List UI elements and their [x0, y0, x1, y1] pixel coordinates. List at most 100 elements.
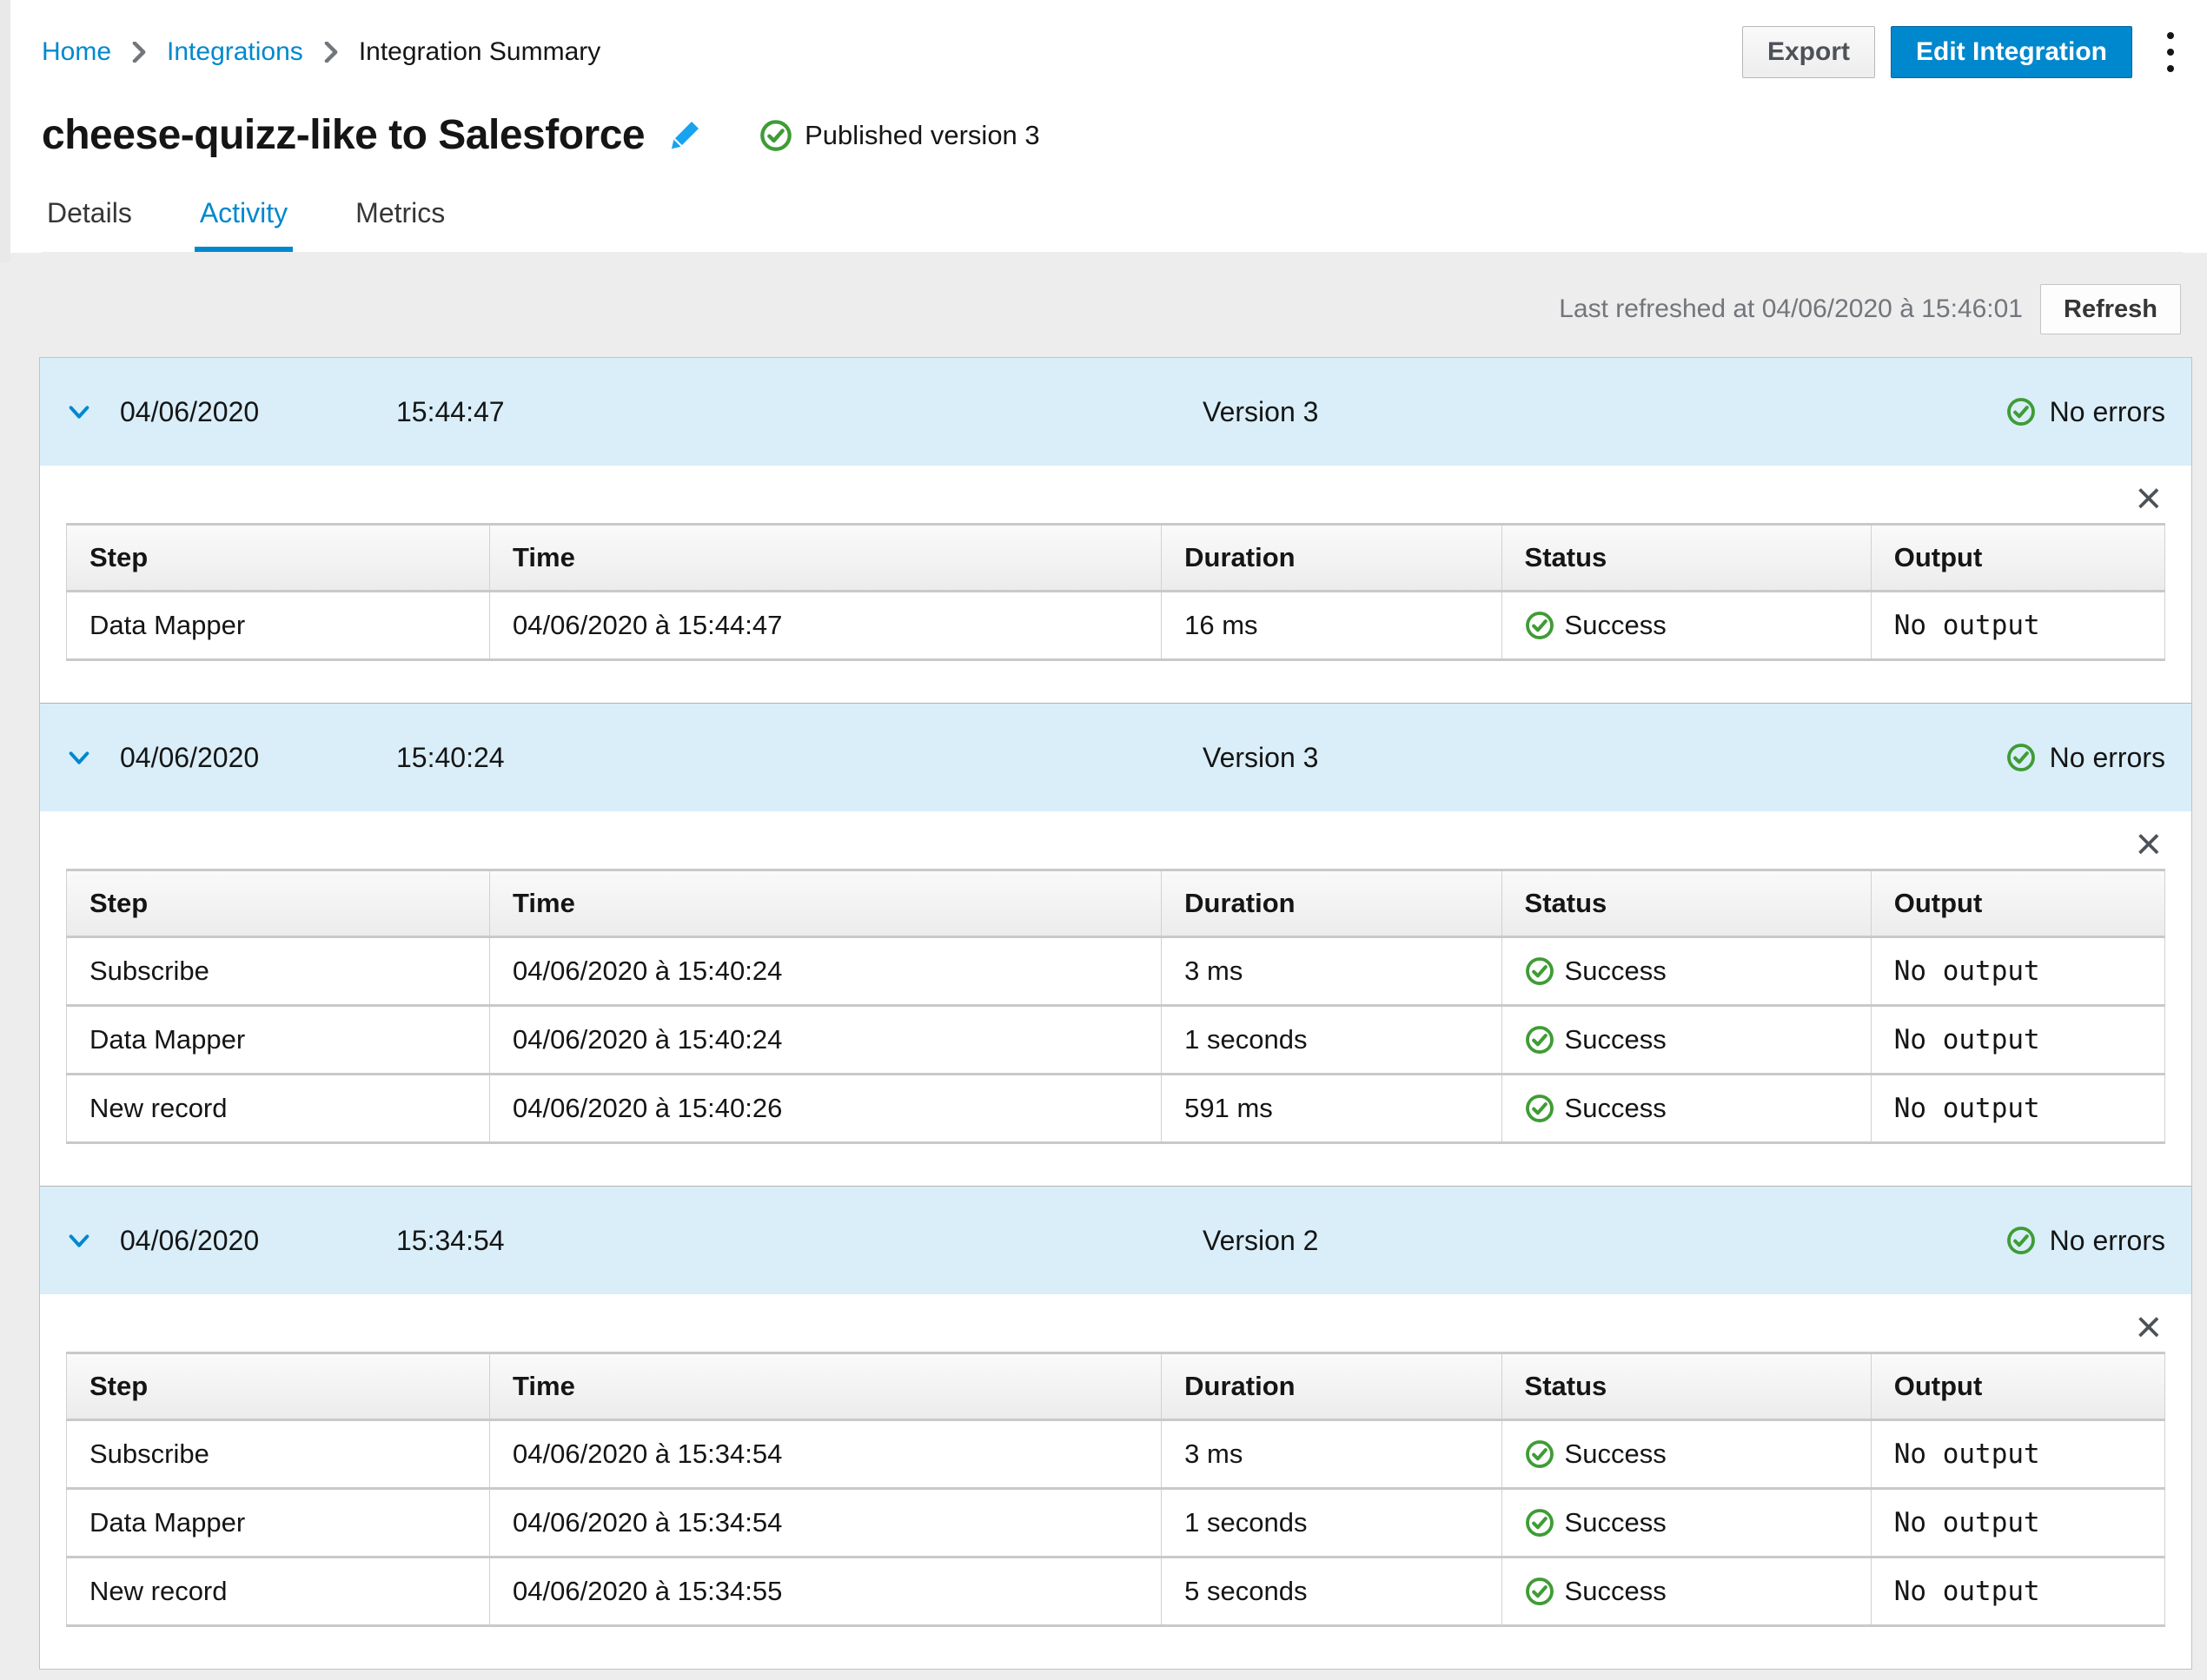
- table-row: Subscribe 04/06/2020 à 15:34:54 3 ms Suc…: [66, 1421, 2165, 1487]
- duration-cell: 1 seconds: [1162, 1007, 1502, 1073]
- status-label: Success: [1564, 1507, 1667, 1538]
- time-cell: 04/06/2020 à 15:34:55: [490, 1558, 1163, 1624]
- step-cell: Data Mapper: [66, 592, 491, 658]
- col-output: Output: [1871, 871, 2165, 936]
- output-cell: No output: [1871, 1421, 2165, 1487]
- table-row: New record 04/06/2020 à 15:40:26 591 ms …: [66, 1075, 2165, 1141]
- success-circle-icon: [1525, 612, 1554, 639]
- errors-status: No errors: [2006, 1225, 2165, 1257]
- success-circle-icon: [1525, 1509, 1554, 1537]
- col-step: Step: [66, 1354, 491, 1419]
- col-time: Time: [490, 871, 1163, 936]
- col-time: Time: [490, 1354, 1163, 1419]
- breadcrumb-home-link[interactable]: Home: [42, 37, 112, 66]
- window-edge: [0, 0, 10, 262]
- activity-group-header[interactable]: 04/06/2020 15:40:24 Version 3 No errors: [40, 704, 2191, 811]
- chevron-down-icon[interactable]: [66, 744, 104, 771]
- errors-label: No errors: [2049, 1224, 2165, 1256]
- col-duration: Duration: [1162, 1354, 1502, 1419]
- tab-details[interactable]: Details: [47, 197, 132, 228]
- close-icon[interactable]: ×: [2135, 473, 2162, 524]
- duration-cell: 591 ms: [1162, 1075, 1502, 1141]
- col-status: Status: [1501, 1354, 1872, 1419]
- time-cell: 04/06/2020 à 15:40:26: [490, 1075, 1163, 1141]
- activity-version: Version 3: [1203, 741, 1319, 773]
- activity-group-header[interactable]: 04/06/2020 15:34:54 Version 2 No errors: [40, 1187, 2191, 1294]
- step-cell: New record: [66, 1075, 491, 1141]
- activity-date: 04/06/2020: [120, 395, 260, 427]
- time-cell: 04/06/2020 à 15:34:54: [490, 1421, 1163, 1487]
- published-status: Published version 3: [759, 119, 1040, 152]
- breadcrumb: Home Integrations Integration Summary: [42, 37, 600, 67]
- breadcrumb-current: Integration Summary: [358, 37, 601, 66]
- success-circle-icon: [1525, 1026, 1554, 1054]
- steps-table: Step Time Duration Status Output Subscri…: [66, 869, 2165, 1144]
- activity-content: Last refreshed at 04/06/2020 à 15:46:01 …: [0, 253, 2207, 1680]
- errors-status: No errors: [2006, 742, 2165, 774]
- breadcrumb-integrations-link[interactable]: Integrations: [167, 37, 303, 66]
- tab-activity[interactable]: Activity: [194, 197, 294, 252]
- close-icon[interactable]: ×: [2135, 819, 2162, 870]
- export-button[interactable]: Export: [1741, 26, 1875, 78]
- col-status: Status: [1501, 871, 1872, 936]
- table-row: Data Mapper 04/06/2020 à 15:34:54 1 seco…: [66, 1490, 2165, 1556]
- status-cell: Success: [1501, 1558, 1872, 1624]
- status-label: Success: [1564, 1024, 1667, 1055]
- table-header-row: Step Time Duration Status Output: [66, 1354, 2165, 1419]
- status-cell: Success: [1501, 1007, 1872, 1073]
- chevron-right-icon: [322, 42, 340, 63]
- activity-version: Version 3: [1203, 395, 1319, 427]
- tab-metrics[interactable]: Metrics: [355, 197, 446, 228]
- output-cell: No output: [1871, 1075, 2165, 1141]
- refresh-button[interactable]: Refresh: [2040, 284, 2181, 334]
- activity-detail-panel: × Step Time Duration Status Output Data …: [40, 466, 2191, 703]
- success-circle-icon: [1525, 1577, 1554, 1605]
- duration-cell: 3 ms: [1162, 938, 1502, 1004]
- activity-date: 04/06/2020: [120, 741, 260, 773]
- activity-section: 04/06/2020 15:40:24 Version 3 No errors …: [40, 703, 2191, 1186]
- time-cell: 04/06/2020 à 15:40:24: [490, 938, 1163, 1004]
- table-header-row: Step Time Duration Status Output: [66, 871, 2165, 936]
- status-cell: Success: [1501, 1490, 1872, 1556]
- output-cell: No output: [1871, 592, 2165, 658]
- col-status: Status: [1501, 526, 1872, 590]
- success-circle-icon: [2006, 1227, 2035, 1254]
- success-circle-icon: [2006, 744, 2035, 771]
- col-duration: Duration: [1162, 871, 1502, 936]
- step-cell: Subscribe: [66, 938, 491, 1004]
- duration-cell: 1 seconds: [1162, 1490, 1502, 1556]
- activity-detail-panel: × Step Time Duration Status Output Subsc…: [40, 811, 2191, 1186]
- step-cell: Subscribe: [66, 1421, 491, 1487]
- step-cell: Data Mapper: [66, 1007, 491, 1073]
- status-cell: Success: [1501, 1075, 1872, 1141]
- kebab-menu-icon[interactable]: [2158, 27, 2183, 77]
- time-cell: 04/06/2020 à 15:44:47: [490, 592, 1163, 658]
- status-cell: Success: [1501, 1421, 1872, 1487]
- activity-section: 04/06/2020 15:34:54 Version 2 No errors …: [40, 1186, 2191, 1669]
- success-circle-icon: [1525, 1440, 1554, 1468]
- col-time: Time: [490, 526, 1163, 590]
- activity-version: Version 2: [1203, 1224, 1319, 1256]
- activity-date: 04/06/2020: [120, 1224, 260, 1256]
- steps-table: Step Time Duration Status Output Data Ma…: [66, 523, 2165, 661]
- status-label: Success: [1564, 956, 1667, 986]
- errors-status: No errors: [2006, 396, 2165, 428]
- header-actions: Export Edit Integration: [1741, 26, 2183, 78]
- activity-detail-panel: × Step Time Duration Status Output Subsc…: [40, 1294, 2191, 1669]
- edit-integration-button[interactable]: Edit Integration: [1891, 26, 2132, 78]
- status-label: Success: [1564, 1576, 1667, 1606]
- time-cell: 04/06/2020 à 15:40:24: [490, 1007, 1163, 1073]
- steps-table: Step Time Duration Status Output Subscri…: [66, 1352, 2165, 1627]
- chevron-down-icon[interactable]: [66, 399, 104, 425]
- edit-name-pencil-icon[interactable]: [667, 118, 702, 153]
- chevron-right-icon: [130, 42, 148, 63]
- chevron-down-icon[interactable]: [66, 1227, 104, 1253]
- step-cell: Data Mapper: [66, 1490, 491, 1556]
- errors-label: No errors: [2049, 395, 2165, 427]
- activity-section: 04/06/2020 15:44:47 Version 3 No errors …: [40, 358, 2191, 703]
- close-icon[interactable]: ×: [2135, 1302, 2162, 1353]
- output-cell: No output: [1871, 938, 2165, 1004]
- published-status-label: Published version 3: [805, 119, 1040, 150]
- status-label: Success: [1564, 610, 1667, 640]
- activity-group-header[interactable]: 04/06/2020 15:44:47 Version 3 No errors: [40, 358, 2191, 466]
